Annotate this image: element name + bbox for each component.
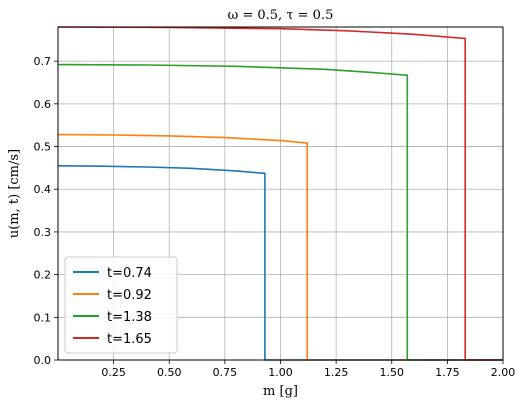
axis-ticks: 0.25 0.50 0.75 1.00 1.25 1.50 1.75 2.00 0.0 0.1 0.…: [34, 55, 516, 379]
series-line-3: [57, 63, 503, 361]
x-tick-label: 1.75: [435, 366, 460, 379]
legend: t=0.74 t=0.92 t=1.38 t=1.65: [64, 256, 178, 354]
x-tick-label: 1.00: [268, 366, 293, 379]
y-tick-label: 0.4: [34, 183, 52, 196]
y-tick-label: 0.3: [34, 226, 52, 239]
y-tick-label: 0.2: [34, 269, 52, 282]
y-tick-label: 0.1: [34, 311, 52, 324]
legend-label: t=1.65: [107, 332, 152, 347]
legend-box: [64, 256, 178, 354]
x-tick-label: 2.00: [491, 366, 516, 379]
y-axis-label: u(m, t) [cm/s]: [7, 149, 22, 238]
y-tick-label: 0.0: [34, 354, 52, 367]
legend-label: t=1.38: [107, 310, 152, 325]
x-axis-label: m [g]: [263, 384, 298, 399]
x-tick-label: 0.50: [157, 366, 182, 379]
series-line-2: [57, 133, 503, 361]
y-tick-label: 0.7: [34, 55, 52, 68]
series-lines: [57, 26, 503, 361]
legend-label: t=0.74: [107, 266, 152, 281]
series-line-1: [57, 165, 503, 361]
x-tick-label: 0.75: [213, 366, 238, 379]
chart-title: ω = 0.5, τ = 0.5: [228, 8, 334, 23]
series-line-4: [57, 26, 503, 361]
y-tick-label: 0.5: [34, 141, 52, 154]
x-tick-label: 1.50: [380, 366, 405, 379]
x-tick-label: 0.25: [101, 366, 126, 379]
x-tick-label: 1.25: [324, 366, 349, 379]
y-tick-label: 0.6: [34, 98, 52, 111]
legend-label: t=0.92: [107, 288, 152, 303]
